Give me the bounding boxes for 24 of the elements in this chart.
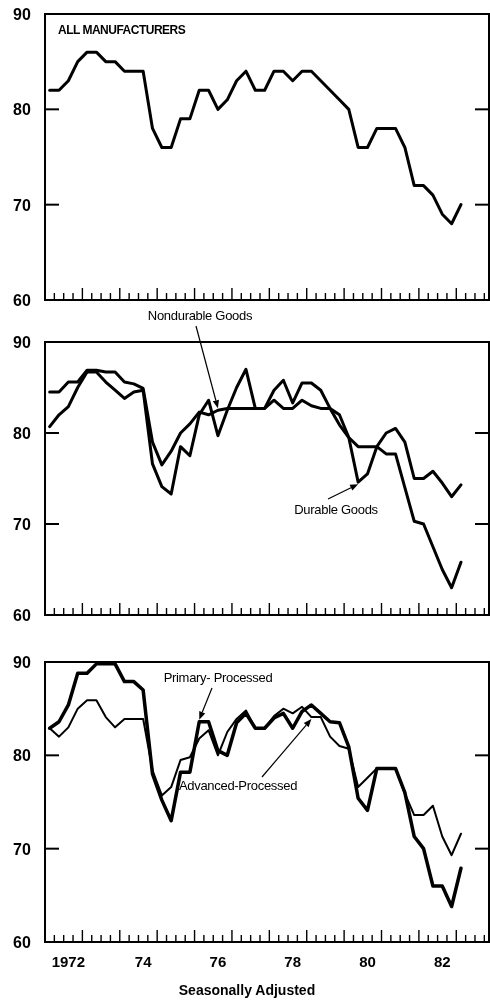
x-tick-label: 1972 <box>51 953 86 970</box>
legend-label: Durable Goods <box>294 502 379 517</box>
x-tick-label: 74 <box>134 953 153 970</box>
y-tick-label: 70 <box>13 516 31 533</box>
y-tick-label: 90 <box>13 6 31 23</box>
y-tick-label: 80 <box>13 101 31 119</box>
y-tick-label: 60 <box>13 934 31 951</box>
x-tick-label: 76 <box>209 953 227 970</box>
text: Nondurable Goods <box>147 308 253 323</box>
x-tick-label: 80 <box>359 953 376 970</box>
series-label: Primary- Processed <box>163 670 273 685</box>
x-tick-label: 78 <box>284 953 302 970</box>
x-axis-title: Seasonally Adjusted <box>178 982 316 998</box>
series-label: Advanced-Processed <box>178 778 298 793</box>
y-tick-label: 90 <box>13 654 31 671</box>
y-tick-label: 90 <box>13 334 31 351</box>
y-tick-label: 80 <box>13 747 31 765</box>
y-tick-label: 60 <box>13 292 31 309</box>
text: ALL MANUFACTURERS <box>58 23 186 37</box>
y-tick-label: 60 <box>13 607 31 624</box>
x-tick-label: 82 <box>433 953 451 970</box>
y-tick-label: 80 <box>13 425 31 442</box>
y-tick-label: 70 <box>13 196 31 214</box>
y-tick-label: 70 <box>13 840 31 858</box>
